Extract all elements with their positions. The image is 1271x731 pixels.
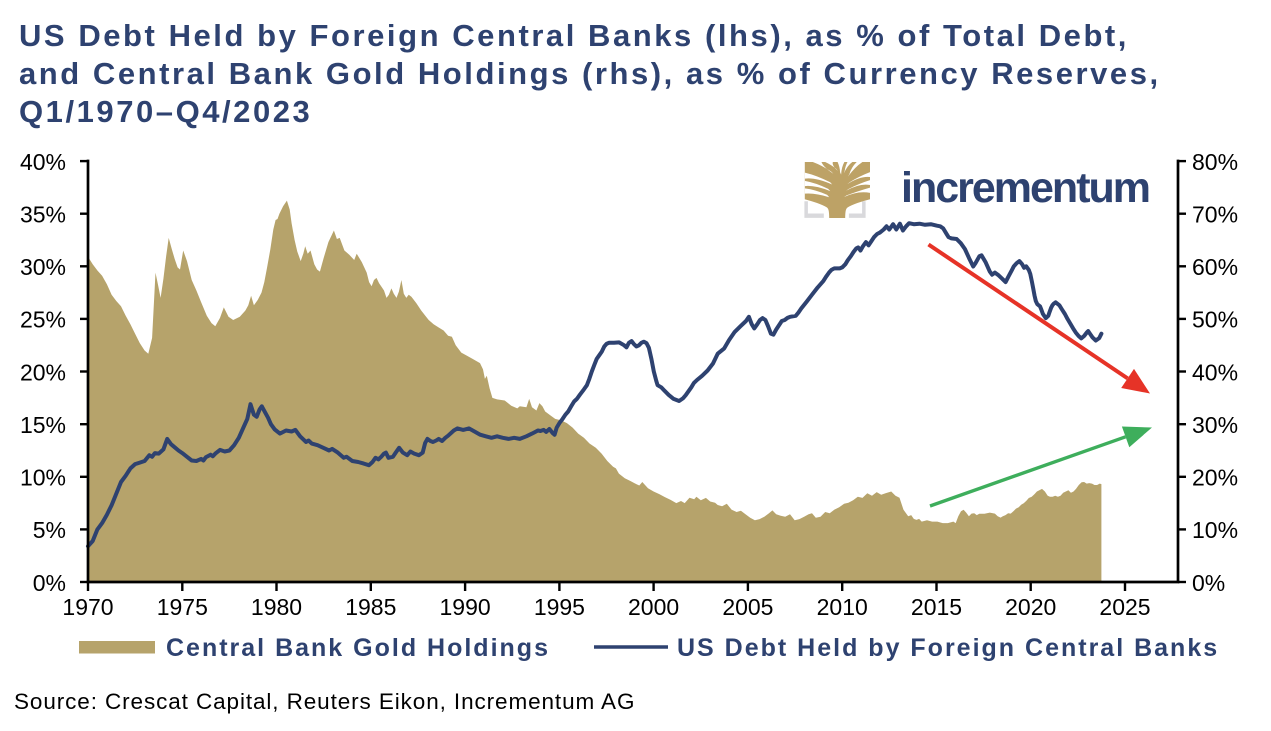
svg-text:and Central Bank Gold Holdings: and Central Bank Gold Holdings (rhs), as…: [19, 56, 1161, 91]
svg-text:2015: 2015: [911, 594, 962, 620]
svg-text:30%: 30%: [1192, 412, 1238, 438]
svg-text:2000: 2000: [628, 594, 679, 620]
svg-text:Q1/1970–Q4/2023: Q1/1970–Q4/2023: [19, 94, 312, 129]
svg-text:20%: 20%: [1192, 465, 1238, 491]
svg-text:1980: 1980: [251, 594, 302, 620]
svg-text:US Debt Held by Foreign Centra: US Debt Held by Foreign Central Banks: [677, 634, 1219, 662]
svg-text:2025: 2025: [1099, 594, 1150, 620]
svg-text:70%: 70%: [1192, 202, 1238, 228]
svg-text:40%: 40%: [1192, 359, 1238, 385]
svg-text:5%: 5%: [33, 517, 66, 543]
svg-text:1990: 1990: [440, 594, 491, 620]
svg-text:0%: 0%: [1192, 570, 1225, 596]
svg-text:0%: 0%: [33, 570, 66, 596]
svg-text:2010: 2010: [817, 594, 868, 620]
svg-text:35%: 35%: [20, 202, 66, 228]
svg-text:1985: 1985: [345, 594, 396, 620]
svg-text:2005: 2005: [722, 594, 773, 620]
svg-text:Central Bank Gold Holdings: Central Bank Gold Holdings: [166, 634, 550, 662]
svg-text:60%: 60%: [1192, 254, 1238, 280]
svg-text:80%: 80%: [1192, 149, 1238, 175]
svg-text:15%: 15%: [20, 412, 66, 438]
svg-text:10%: 10%: [20, 465, 66, 491]
svg-text:incrementum: incrementum: [901, 164, 1149, 212]
svg-text:30%: 30%: [20, 254, 66, 280]
svg-text:1970: 1970: [62, 594, 113, 620]
svg-text:Source: Crescat Capital, Reute: Source: Crescat Capital, Reuters Eikon, …: [14, 689, 635, 714]
svg-text:10%: 10%: [1192, 517, 1238, 543]
svg-text:US Debt Held by Foreign Centra: US Debt Held by Foreign Central Banks (l…: [19, 18, 1129, 53]
svg-text:20%: 20%: [20, 359, 66, 385]
svg-text:1995: 1995: [534, 594, 585, 620]
svg-text:1975: 1975: [157, 594, 208, 620]
svg-text:2020: 2020: [1005, 594, 1056, 620]
svg-text:40%: 40%: [20, 149, 66, 175]
svg-text:50%: 50%: [1192, 307, 1238, 333]
svg-text:25%: 25%: [20, 307, 66, 333]
